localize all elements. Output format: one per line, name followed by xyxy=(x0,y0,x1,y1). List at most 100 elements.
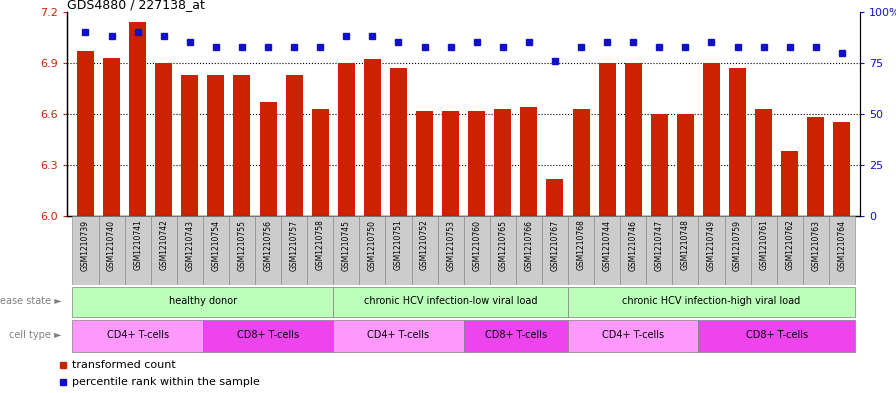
Bar xyxy=(234,75,251,216)
Text: CD4+ T-cells: CD4+ T-cells xyxy=(367,330,429,340)
Bar xyxy=(725,216,751,285)
Bar xyxy=(490,216,516,285)
Bar xyxy=(464,216,490,285)
Bar xyxy=(573,109,590,216)
Text: CD8+ T-cells: CD8+ T-cells xyxy=(237,330,299,340)
Bar xyxy=(151,216,177,285)
Text: GSM1210753: GSM1210753 xyxy=(446,220,455,271)
Bar xyxy=(521,107,538,216)
Bar xyxy=(547,179,564,216)
Bar xyxy=(829,216,855,285)
Bar xyxy=(286,75,303,216)
Bar xyxy=(516,216,542,285)
Text: disease state ►: disease state ► xyxy=(0,296,62,306)
Bar xyxy=(594,216,620,285)
Bar xyxy=(676,114,694,216)
Bar xyxy=(177,216,202,285)
Bar xyxy=(228,216,255,285)
Bar xyxy=(207,75,224,216)
Bar xyxy=(390,68,407,216)
Text: CD8+ T-cells: CD8+ T-cells xyxy=(485,330,547,340)
Text: GSM1210739: GSM1210739 xyxy=(81,220,90,271)
Bar xyxy=(620,216,646,285)
Bar xyxy=(729,68,746,216)
Bar xyxy=(807,118,824,216)
Bar xyxy=(650,114,668,216)
Text: GSM1210764: GSM1210764 xyxy=(838,220,847,271)
Text: GSM1210762: GSM1210762 xyxy=(785,220,794,270)
Bar xyxy=(312,109,329,216)
Text: chronic HCV infection-high viral load: chronic HCV infection-high viral load xyxy=(623,296,801,306)
Text: CD4+ T-cells: CD4+ T-cells xyxy=(602,330,664,340)
Bar xyxy=(599,63,616,216)
Text: GSM1210755: GSM1210755 xyxy=(237,220,246,271)
Bar xyxy=(699,320,855,352)
Bar xyxy=(73,216,99,285)
Bar xyxy=(442,110,459,216)
Bar xyxy=(333,286,568,317)
Bar xyxy=(129,22,146,216)
Bar xyxy=(755,109,772,216)
Bar xyxy=(833,123,850,216)
Text: GSM1210745: GSM1210745 xyxy=(341,220,351,271)
Text: GSM1210754: GSM1210754 xyxy=(211,220,220,271)
Text: GSM1210752: GSM1210752 xyxy=(420,220,429,270)
Text: chronic HCV infection-low viral load: chronic HCV infection-low viral load xyxy=(364,296,538,306)
Text: GSM1210760: GSM1210760 xyxy=(472,220,481,271)
Bar xyxy=(803,216,829,285)
Bar xyxy=(568,286,855,317)
Bar xyxy=(751,216,777,285)
Bar xyxy=(281,216,307,285)
Text: GSM1210765: GSM1210765 xyxy=(498,220,507,271)
Bar xyxy=(568,320,699,352)
Bar xyxy=(73,286,333,317)
Text: GSM1210751: GSM1210751 xyxy=(394,220,403,270)
Bar xyxy=(699,216,725,285)
Bar xyxy=(73,320,202,352)
Bar xyxy=(777,216,803,285)
Text: GSM1210761: GSM1210761 xyxy=(759,220,768,270)
Text: percentile rank within the sample: percentile rank within the sample xyxy=(72,377,260,387)
Bar xyxy=(333,216,359,285)
Text: GSM1210742: GSM1210742 xyxy=(159,220,168,270)
Bar xyxy=(385,216,411,285)
Text: GSM1210756: GSM1210756 xyxy=(263,220,272,271)
Bar xyxy=(437,216,464,285)
Bar xyxy=(646,216,672,285)
Text: GSM1210743: GSM1210743 xyxy=(185,220,194,271)
Bar xyxy=(469,110,486,216)
Text: GSM1210767: GSM1210767 xyxy=(550,220,559,271)
Text: GSM1210768: GSM1210768 xyxy=(576,220,586,270)
Text: GSM1210749: GSM1210749 xyxy=(707,220,716,271)
Text: GSM1210763: GSM1210763 xyxy=(811,220,821,271)
Text: transformed count: transformed count xyxy=(72,360,176,370)
Bar xyxy=(464,320,568,352)
Bar xyxy=(103,58,120,216)
Text: GSM1210759: GSM1210759 xyxy=(733,220,742,271)
Bar xyxy=(542,216,568,285)
Bar xyxy=(781,151,798,216)
Bar xyxy=(359,216,385,285)
Bar xyxy=(625,63,642,216)
Text: GDS4880 / 227138_at: GDS4880 / 227138_at xyxy=(67,0,205,11)
Bar xyxy=(202,216,228,285)
Text: GSM1210747: GSM1210747 xyxy=(655,220,664,271)
Bar xyxy=(416,110,433,216)
Bar xyxy=(333,320,464,352)
Bar xyxy=(181,75,198,216)
Bar xyxy=(495,109,512,216)
Bar xyxy=(364,59,381,216)
Bar xyxy=(155,63,172,216)
Bar xyxy=(568,216,594,285)
Bar xyxy=(260,102,277,216)
Bar xyxy=(338,63,355,216)
Bar xyxy=(255,216,281,285)
Bar xyxy=(125,216,151,285)
Text: healthy donor: healthy donor xyxy=(168,296,237,306)
Bar xyxy=(99,216,125,285)
Bar xyxy=(307,216,333,285)
Text: CD8+ T-cells: CD8+ T-cells xyxy=(745,330,808,340)
Text: GSM1210746: GSM1210746 xyxy=(629,220,638,271)
Bar xyxy=(672,216,699,285)
Text: GSM1210766: GSM1210766 xyxy=(524,220,533,271)
